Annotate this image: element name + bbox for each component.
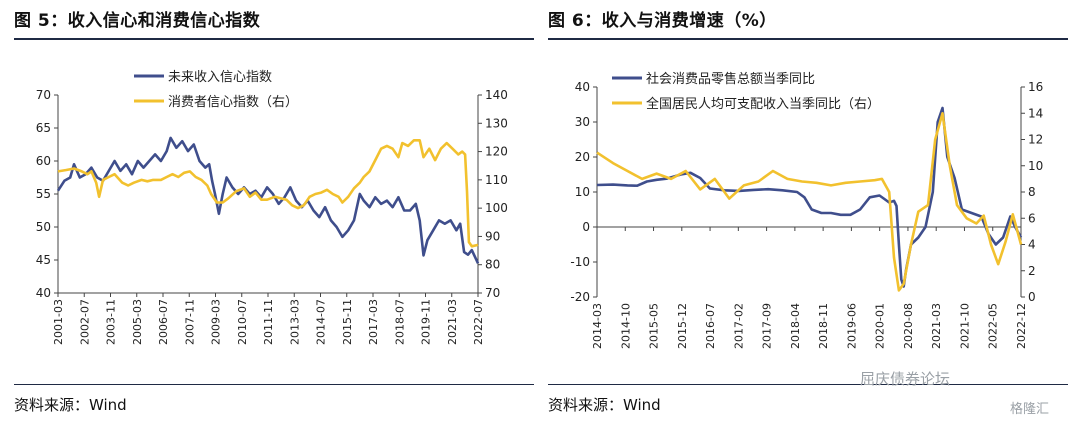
fig5-x-tick-label: 2006-07	[157, 299, 170, 345]
fig5-legend-label-2: 消费者信心指数（右）	[168, 95, 298, 110]
fig6-x-tick-label: 2019-06	[845, 303, 858, 349]
fig5-right-tick-label: 130	[485, 116, 508, 130]
figure5-bottom-rule	[14, 384, 534, 385]
fig5-right-tick-label: 90	[485, 229, 500, 243]
fig5-x-tick-label: 2022-07	[472, 299, 485, 345]
fig5-x-tick-label: 2009-03	[210, 299, 223, 345]
fig5-legend-label-1: 未来收入信心指数	[168, 70, 272, 85]
fig5-x-tick-label: 2014-07	[315, 299, 328, 345]
fig6-right-tick-label: 2	[1028, 264, 1036, 278]
fig6-right-tick-label: 4	[1028, 238, 1036, 252]
fig6-x-tick-label: 2014-10	[619, 303, 632, 349]
fig5-right-tick-label: 70	[485, 286, 500, 300]
fig6-left-tick-label: -10	[570, 255, 590, 269]
fig5-x-tick-label: 2017-03	[367, 299, 380, 345]
fig6-left-tick-label: 20	[575, 150, 590, 164]
fig6-x-tick-label: 2020-01	[874, 303, 887, 349]
fig6-left-tick-label: 10	[575, 185, 590, 199]
fig5-right-tick-label: 80	[485, 258, 500, 272]
figure6-title: 图 6：收入与消费增速（%）	[548, 11, 777, 31]
figure6-top-rule	[548, 38, 1068, 40]
fig6-legend-label-1: 社会消费品零售总额当季同比	[646, 71, 815, 87]
fig6-legend-label-2: 全国居民人均可支配收入当季同比（右）	[646, 96, 880, 112]
fig6-x-tick-label: 2022-05	[987, 303, 1000, 349]
fig6-right-tick-label: 8	[1028, 185, 1036, 199]
fig6-x-tick-label: 2021-10	[958, 303, 971, 349]
fig5-x-tick-label: 2021-03	[446, 299, 459, 345]
fig5-right-tick-label: 110	[485, 173, 508, 187]
fig6-right-tick-label: 10	[1028, 159, 1043, 173]
fig5-series-2-line	[57, 139, 479, 248]
fig6-left-tick-label: 0	[582, 220, 590, 234]
fig6-right-tick-label: 6	[1028, 211, 1036, 225]
fig5-left-tick-label: 70	[36, 88, 51, 102]
fig5-x-tick-label: 2010-07	[236, 299, 249, 345]
fig6-x-tick-label: 2021-03	[930, 303, 943, 349]
fig6-x-tick-label: 2017-09	[761, 303, 774, 349]
fig6-right-tick-label: 12	[1028, 133, 1043, 147]
fig5-left-tick-label: 45	[36, 253, 51, 267]
figure6-bottom-rule	[548, 384, 1068, 385]
fig5-x-tick-label: 2013-03	[288, 299, 301, 345]
fig5-right-tick-label: 140	[485, 88, 508, 102]
fig5-x-tick-label: 2018-07	[393, 299, 406, 345]
fig5-left-tick-label: 65	[36, 121, 51, 135]
fig5-x-tick-label: 2002-07	[78, 299, 91, 345]
fig5-series-1-line	[56, 136, 480, 264]
fig6-left-tick-label: -20	[570, 290, 590, 304]
fig6-x-tick-label: 2020-08	[902, 303, 915, 349]
fig5-right-tick-label: 100	[485, 201, 508, 215]
fig6-left-tick-label: 40	[575, 80, 590, 94]
fig5-left-tick-label: 50	[36, 220, 51, 234]
fig6-x-tick-label: 2022-12	[1015, 303, 1028, 349]
fig6-x-tick-label: 2015-05	[648, 303, 661, 349]
fig6-x-tick-label: 2017-02	[732, 303, 745, 349]
fig5-left-tick-label: 60	[36, 154, 51, 168]
fig5-x-tick-label: 2019-11	[420, 299, 433, 345]
fig5-right-tick-label: 120	[485, 145, 508, 159]
fig6-x-tick-label: 2018-11	[817, 303, 830, 349]
fig6-x-tick-label: 2014-03	[591, 303, 604, 349]
fig6-series-2-line	[596, 112, 1023, 292]
figure6-source: 资料来源：Wind	[548, 396, 661, 414]
fig6-left-tick-label: 30	[575, 115, 590, 129]
fig6-right-tick-label: 14	[1028, 106, 1043, 120]
watermark-forum: 屈庆债券论坛	[860, 370, 951, 388]
fig5-x-tick-label: 2015-11	[341, 299, 354, 345]
watermark-glh: 格隆汇	[1010, 402, 1050, 417]
fig6-x-tick-label: 2018-04	[789, 303, 802, 349]
fig5-x-tick-label: 2005-03	[131, 299, 144, 345]
fig6-right-tick-label: 0	[1028, 290, 1036, 304]
figure5-top-rule	[14, 38, 534, 40]
fig5-left-tick-label: 40	[36, 286, 51, 300]
fig6-series-1-line	[596, 106, 1023, 288]
fig5-x-tick-label: 2003-11	[105, 299, 118, 345]
fig5-left-tick-label: 55	[36, 187, 51, 201]
figure5-title: 图 5：收入信心和消费信心指数	[14, 11, 261, 31]
figure5-source: 资料来源：Wind	[14, 396, 127, 414]
fig5-x-tick-label: 2007-11	[183, 299, 196, 345]
fig6-right-tick-label: 16	[1028, 80, 1043, 94]
fig5-x-tick-label: 2011-11	[262, 299, 275, 345]
fig5-x-tick-label: 2001-03	[52, 299, 65, 345]
fig6-x-tick-label: 2015-12	[676, 303, 689, 349]
fig6-x-tick-label: 2016-07	[704, 303, 717, 349]
